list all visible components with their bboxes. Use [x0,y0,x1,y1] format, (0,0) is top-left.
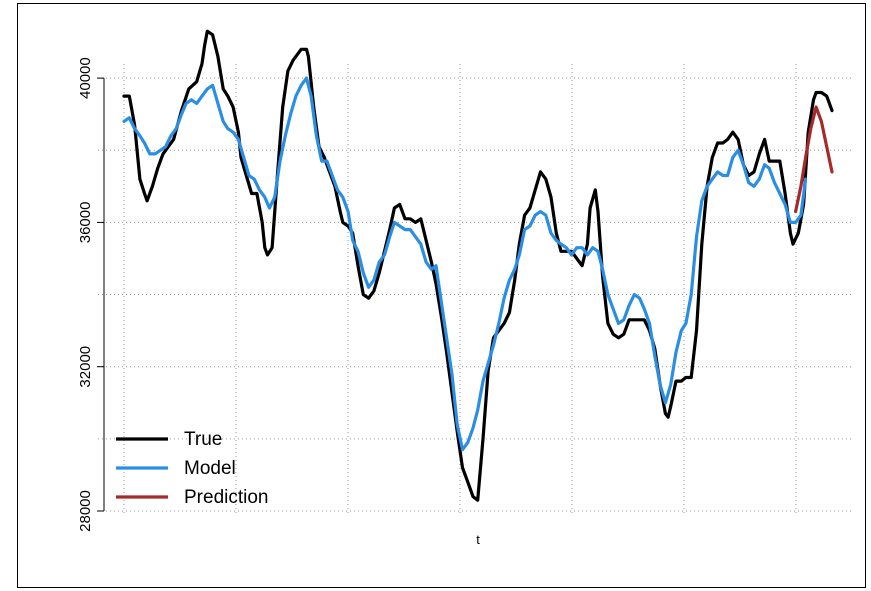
y-tick-label: 32000 [77,346,94,388]
axes: 28000 32000 36000 40000 [77,57,105,532]
horizontal-gridlines [98,77,852,512]
x-axis-label: t [476,532,480,547]
y-tick-label: 28000 [77,490,94,532]
y-tick-label: 40000 [77,57,94,99]
legend-label-prediction: Prediction [184,487,269,508]
legend-label-true: True [184,429,222,450]
legend: True Model Prediction [116,429,269,508]
y-tick-label: 36000 [77,202,94,244]
series-layer [122,29,834,502]
chart-svg: 28000 32000 36000 40000 True Model Prediction… [77,29,852,547]
series-line-prediction [794,105,834,214]
legend-label-model: Model [184,458,236,479]
chart-frame: 28000 32000 36000 40000 True Model Prediction… [17,3,866,588]
series-line-true [122,29,834,502]
series-line-model [122,76,808,452]
